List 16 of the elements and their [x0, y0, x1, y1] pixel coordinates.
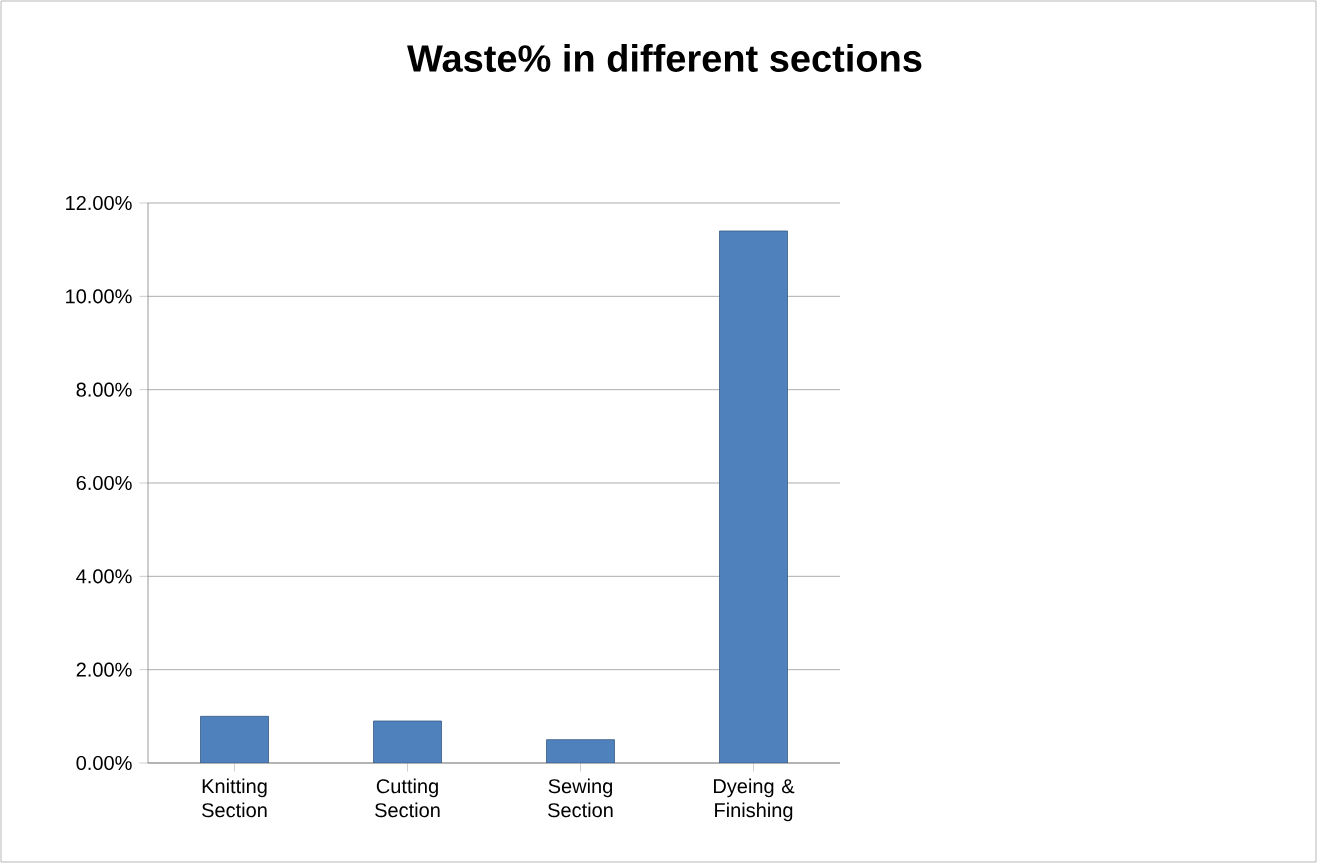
y-tick-label: 0.00% — [76, 755, 132, 771]
bar — [373, 720, 442, 763]
y-tick-label: 4.00% — [76, 569, 132, 584]
x-tick-label: Dyeing & Finishing — [714, 778, 795, 822]
y-tick-label: 12.00% — [66, 195, 132, 211]
x-tick-label: Knitting Section — [202, 778, 267, 818]
bar — [200, 715, 269, 763]
y-tick-label: 6.00% — [76, 475, 132, 491]
x-tick-label: Cutting Section — [375, 778, 440, 818]
y-tick-label: 8.00% — [76, 382, 132, 397]
bar — [546, 739, 615, 763]
x-tick-label: Sewing Section — [548, 778, 613, 818]
y-tick-label: 2.00% — [76, 662, 132, 677]
chart-title: Waste% in different sections — [407, 44, 922, 72]
y-tick-label: 10.00% — [66, 289, 132, 304]
bar — [719, 230, 788, 763]
